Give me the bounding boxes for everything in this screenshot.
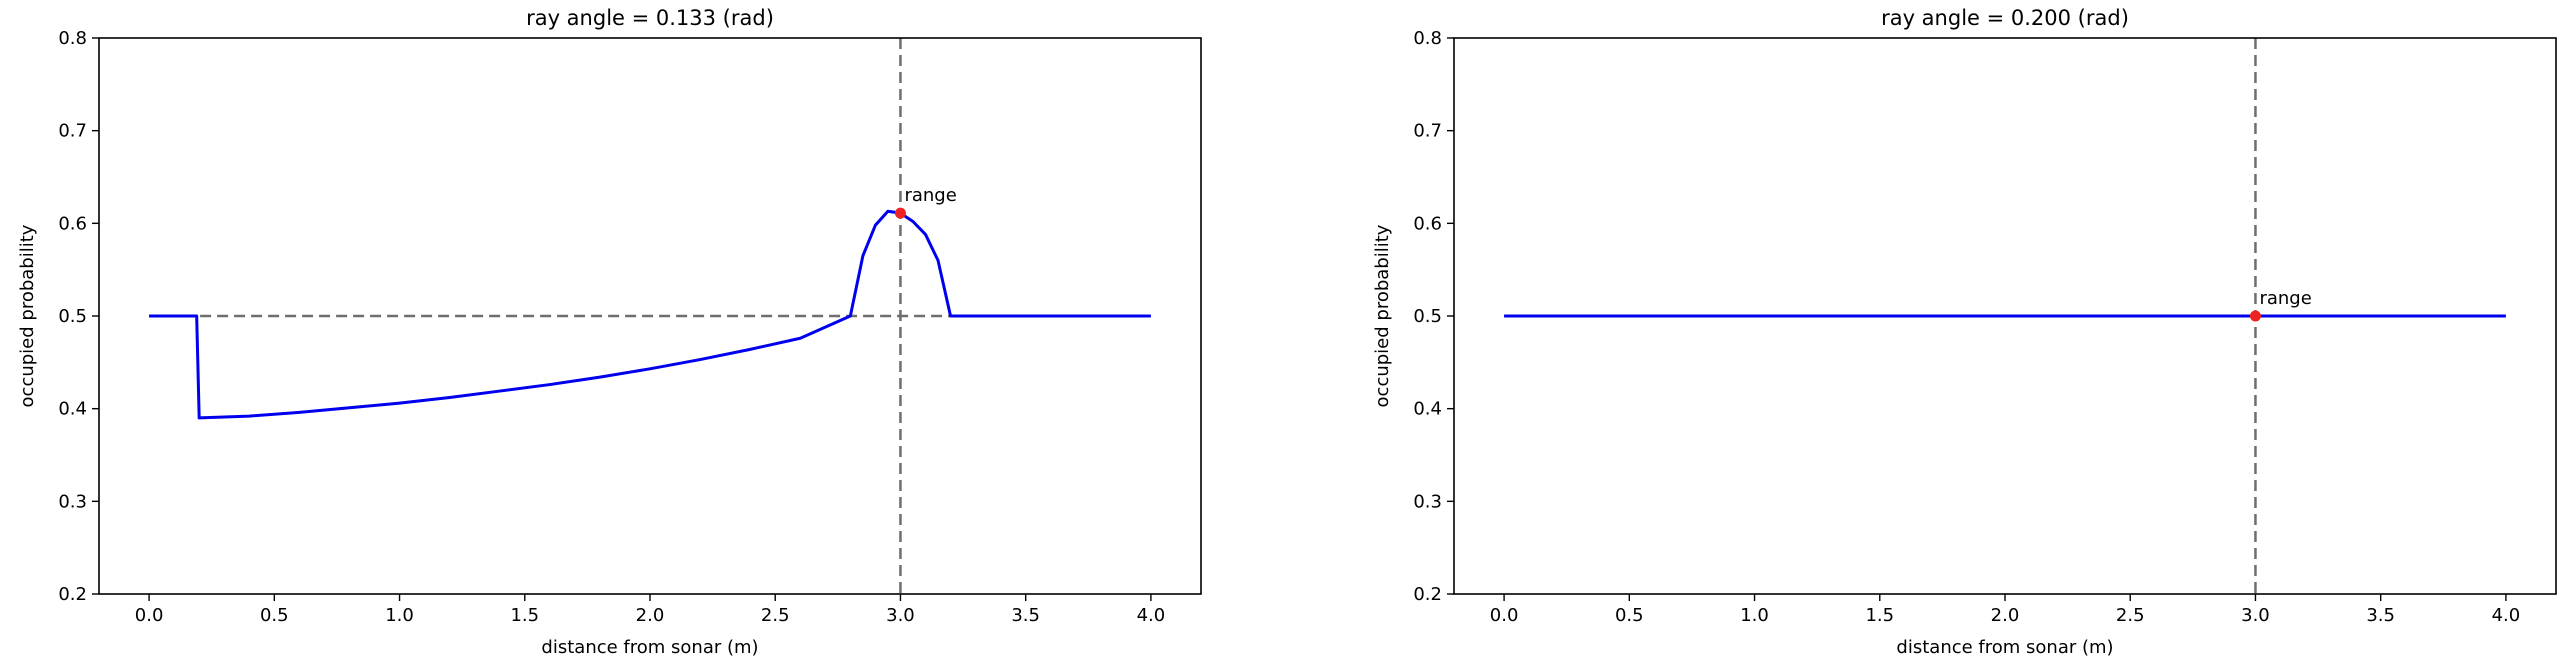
x-tick-label: 3.0 [2241, 605, 2270, 626]
y-tick-label: 0.2 [1413, 584, 1442, 605]
y-tick-label: 0.4 [1413, 399, 1442, 420]
y-tick-label: 0.5 [1413, 306, 1442, 327]
x-tick-label: 0.5 [260, 605, 289, 626]
y-tick-label: 0.2 [58, 584, 87, 605]
x-tick-label: 0.0 [135, 605, 164, 626]
range-annotation: range [2259, 288, 2311, 309]
x-tick-label: 2.0 [1991, 605, 2020, 626]
y-tick-label: 0.4 [58, 399, 87, 420]
y-tick-label: 0.5 [58, 306, 87, 327]
x-tick-label: 3.0 [886, 605, 915, 626]
x-tick-label: 1.0 [385, 605, 414, 626]
x-axis-label: distance from sonar (m) [1896, 637, 2113, 658]
chart-title: ray angle = 0.200 (rad) [1881, 6, 2129, 30]
y-axis-label: occupied probability [1372, 224, 1393, 407]
y-axis-label: occupied probability [17, 224, 38, 407]
y-tick-label: 0.7 [58, 121, 87, 142]
range-annotation: range [904, 185, 956, 206]
x-tick-label: 0.0 [1490, 605, 1519, 626]
x-tick-label: 1.5 [510, 605, 539, 626]
x-tick-label: 2.5 [761, 605, 790, 626]
x-tick-label: 3.5 [1011, 605, 1040, 626]
x-tick-label: 1.5 [1865, 605, 1894, 626]
chart-title: ray angle = 0.133 (rad) [526, 6, 774, 30]
x-tick-label: 4.0 [1137, 605, 1166, 626]
range-marker [894, 207, 906, 219]
x-tick-label: 1.0 [1740, 605, 1769, 626]
series-line-1 [149, 209, 1151, 420]
y-tick-label: 0.3 [1413, 491, 1442, 512]
y-tick-label: 0.8 [58, 28, 87, 49]
y-tick-label: 0.8 [1413, 28, 1442, 49]
x-tick-label: 2.5 [2116, 605, 2145, 626]
y-tick-label: 0.6 [58, 213, 87, 234]
x-tick-label: 3.5 [2366, 605, 2395, 626]
x-tick-label: 0.5 [1615, 605, 1644, 626]
chart-panel-2: range 0.0 0.5 1.0 1.5 2.0 2.5 3.0 3.5 4.0 0.2 0.3 0.… [1372, 6, 2557, 658]
x-axis-label: distance from sonar (m) [541, 637, 758, 658]
y-tick-label: 0.3 [58, 491, 87, 512]
chart-panel-1: range 0.0 0.5 1.0 1.5 2.0 2.5 3.0 3.5 4.0 0.2 0.3 0.… [17, 6, 1202, 658]
x-tick-label: 4.0 [2492, 605, 2521, 626]
y-tick-label: 0.7 [1413, 121, 1442, 142]
x-tick-label: 2.0 [636, 605, 665, 626]
y-tick-label: 0.6 [1413, 213, 1442, 234]
range-marker [2249, 310, 2261, 322]
